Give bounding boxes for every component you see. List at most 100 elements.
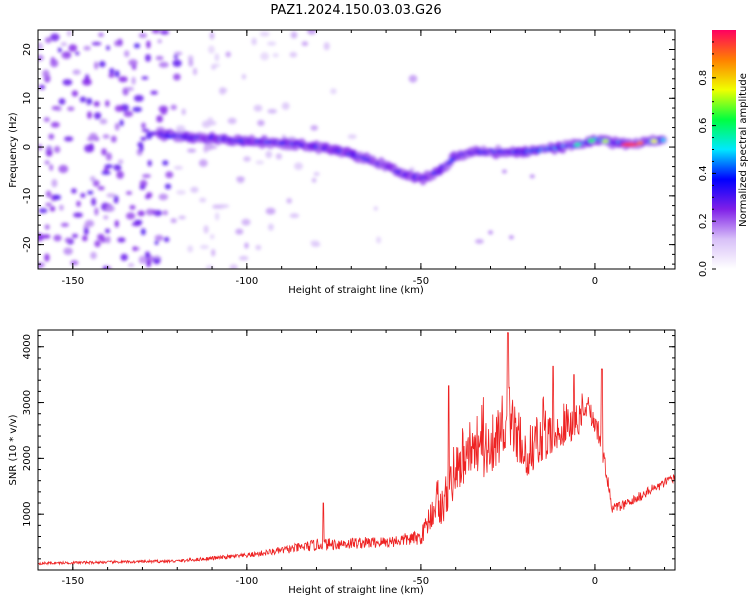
spectrogram-noise-mark: [265, 207, 276, 215]
colorbar-gradient: [712, 30, 736, 269]
spectrogram-noise-mark: [114, 220, 120, 228]
spectrogram-noise-mark: [68, 44, 78, 52]
spectrogram-noise-mark: [199, 197, 207, 203]
spectrogram-noise-mark: [64, 136, 74, 142]
spectrogram-noise-mark: [70, 260, 79, 266]
spectrogram-noise-mark: [142, 174, 151, 178]
spectrogram-noise-mark: [173, 51, 183, 56]
spectrogram-noise-mark: [92, 179, 100, 187]
spectrogram-noise-mark: [51, 105, 60, 111]
spectrogram-noise-mark: [131, 76, 136, 85]
spectrogram-noise-mark: [103, 167, 109, 172]
spectrogram-noise-mark: [58, 164, 69, 174]
spectrogram-noise-mark: [125, 212, 136, 220]
spectrogram-noise-mark: [150, 90, 158, 95]
spectrogram-noise-mark: [38, 262, 45, 268]
spectrogram-noise-mark: [45, 190, 52, 198]
spectrogram-noise-mark: [52, 194, 62, 200]
spectrogram-noise-mark: [87, 190, 94, 195]
spectrogram-noise-mark: [267, 41, 277, 46]
spectrogram-noise-mark: [98, 32, 104, 37]
colorbar-ticks: 0.0 0.2 0.4 0.6 0.8: [698, 41, 716, 277]
spectrogram-noise-mark: [212, 204, 222, 209]
spectrogram-noise-mark: [97, 186, 105, 191]
spectrogram-marks: [38, 30, 668, 269]
spectrogram-frame: [37, 29, 676, 270]
spectrogram-noise-mark: [67, 30, 72, 37]
spectrogram-noise-mark: [172, 59, 182, 67]
spectrogram-noise-mark: [106, 193, 116, 198]
spectrogram-noise-mark: [156, 115, 164, 123]
spectrogram-noise-mark: [187, 245, 194, 253]
spectrogram-noise-mark: [376, 236, 382, 244]
spectrogram-noise-mark: [173, 73, 181, 81]
spectrogram-x-tick-label: -100: [236, 276, 259, 287]
snr-frame: [37, 329, 676, 571]
spectrogram-noise-mark: [123, 110, 134, 117]
spectrogram-noise-mark: [229, 264, 238, 269]
snr-y-tick-label: 3000: [22, 390, 33, 415]
spectrogram-ridge-peak: [588, 138, 595, 143]
spectrogram-noise-mark: [162, 160, 169, 166]
spectrogram-noise-mark: [310, 125, 319, 131]
spectrogram-noise-mark: [125, 191, 133, 195]
spectrogram-noise-mark: [147, 160, 152, 167]
spectrogram-noise-mark: [145, 54, 151, 62]
spectrogram-noise-mark: [145, 208, 154, 216]
spectrogram-noise-mark: [101, 170, 111, 175]
spectrogram-noise-mark: [110, 135, 117, 143]
spectrogram-noise-mark: [323, 42, 330, 51]
spectrogram-noise-mark: [281, 102, 290, 110]
spectrogram-x-tick-label: -150: [61, 276, 84, 287]
spectrogram-ridge-peak: [574, 142, 581, 147]
spectrogram-noise-mark: [138, 255, 147, 264]
spectrogram-noise-mark: [235, 228, 244, 235]
snr-panel: -150 -100 -50 0 1000 2000 3000 4000 Height of s…: [8, 329, 676, 596]
spectrogram-noise-mark: [272, 53, 279, 58]
spectrogram-noise-mark: [59, 204, 64, 211]
spectrogram-noise-mark: [181, 108, 186, 116]
spectrogram-noise-mark: [72, 69, 81, 75]
spectrogram-noise-mark: [114, 70, 120, 78]
spectrogram-noise-mark: [82, 78, 92, 86]
spectrogram-noise-mark: [219, 204, 230, 209]
spectrogram-noise-mark: [44, 253, 50, 262]
spectrogram-noise-mark: [53, 234, 62, 242]
colorbar-tick-label: 0.6: [698, 118, 709, 134]
spectrogram-noise-mark: [114, 105, 124, 112]
snr-ylabel: SNR (10 * v/v): [8, 414, 19, 485]
spectrogram-noise-mark: [128, 59, 138, 67]
spectrogram-noise-mark: [160, 106, 168, 115]
spectrogram-noise-mark: [219, 87, 226, 95]
spectrogram-noise-mark: [139, 185, 146, 190]
spectrogram-noise-mark: [128, 263, 135, 267]
spectrogram-noise-mark: [42, 234, 51, 239]
spectrogram-noise-mark: [238, 255, 249, 261]
spectrogram-noise-mark: [73, 212, 83, 218]
spectrogram-noise-mark: [241, 73, 247, 80]
spectrogram-noise-mark: [91, 41, 102, 46]
spectrogram-noise-mark: [103, 215, 109, 220]
spectrogram-noise-mark: [313, 172, 320, 176]
spectrogram-noise-mark: [45, 202, 52, 207]
spectrogram-noise-mark: [146, 259, 152, 268]
spectrogram-noise-mark: [49, 206, 56, 212]
spectrogram-xlabel: Height of straight line (km): [288, 285, 424, 296]
spectrogram-noise-mark: [58, 98, 66, 105]
spectrogram-noise-mark: [160, 30, 169, 35]
spectrogram-noise-mark: [71, 188, 77, 194]
spectrogram-y-tick-label: -10: [22, 188, 33, 204]
spectrogram-noise-mark: [120, 253, 128, 261]
spectrogram-noise-mark: [157, 39, 162, 44]
spectrogram-noise-mark: [137, 141, 144, 148]
spectrogram-noise-mark: [119, 119, 124, 127]
spectrogram-y-tick-label: -20: [22, 236, 33, 252]
spectrogram-noise-mark: [76, 200, 81, 207]
spectrogram-noise-mark: [187, 148, 197, 153]
spectrogram-noise-mark: [129, 205, 136, 210]
snr-background: [38, 330, 675, 570]
spectrogram-noise-mark: [83, 45, 91, 51]
spectrogram-noise-mark: [208, 45, 215, 54]
spectrogram-noise-mark: [84, 144, 95, 153]
